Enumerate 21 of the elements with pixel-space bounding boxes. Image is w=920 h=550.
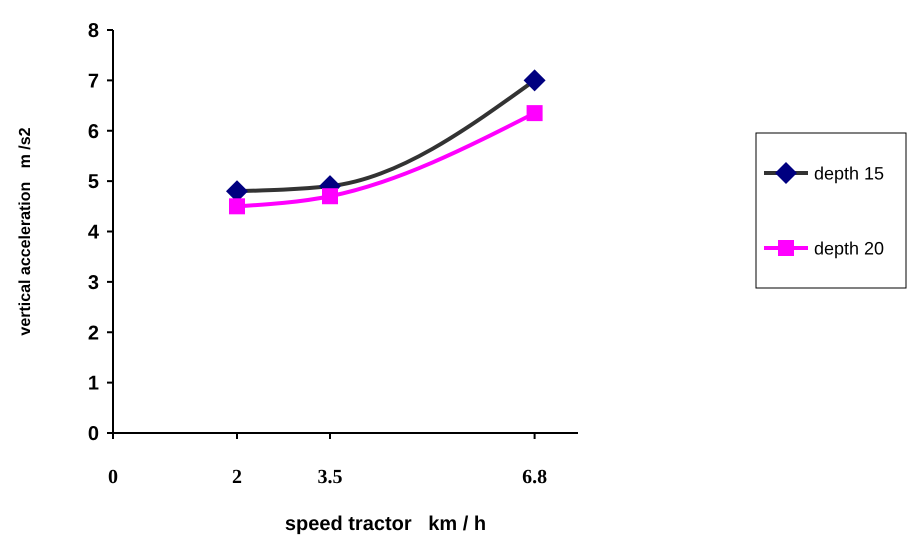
x-tick-label: 6.8 xyxy=(522,466,548,488)
y-tick-label: 0 xyxy=(88,423,99,445)
y-tick-label: 1 xyxy=(88,372,99,395)
point xyxy=(229,198,245,214)
y-tick-label: 5 xyxy=(88,171,99,194)
legend-label: depth 20 xyxy=(814,238,884,258)
y-tick-label: 2 xyxy=(88,322,99,344)
x-tick-label: 2 xyxy=(232,466,242,488)
x-tick-label: 0 xyxy=(108,466,118,488)
y-tick-label: 4 xyxy=(88,222,100,244)
y-tick-label: 7 xyxy=(88,70,99,92)
x-axis-title: speed tractor km / h xyxy=(284,513,486,535)
point xyxy=(322,188,338,204)
y-tick-label: 3 xyxy=(88,272,99,294)
legend-label: depth 15 xyxy=(814,163,884,184)
y-tick-label: 6 xyxy=(88,120,99,143)
y-tick-label: 8 xyxy=(88,20,99,42)
y-axis-title: vertical acceleration m /s2 xyxy=(17,127,34,336)
point xyxy=(526,105,543,122)
x-tick-label: 3.5 xyxy=(318,466,342,488)
point xyxy=(524,69,546,92)
